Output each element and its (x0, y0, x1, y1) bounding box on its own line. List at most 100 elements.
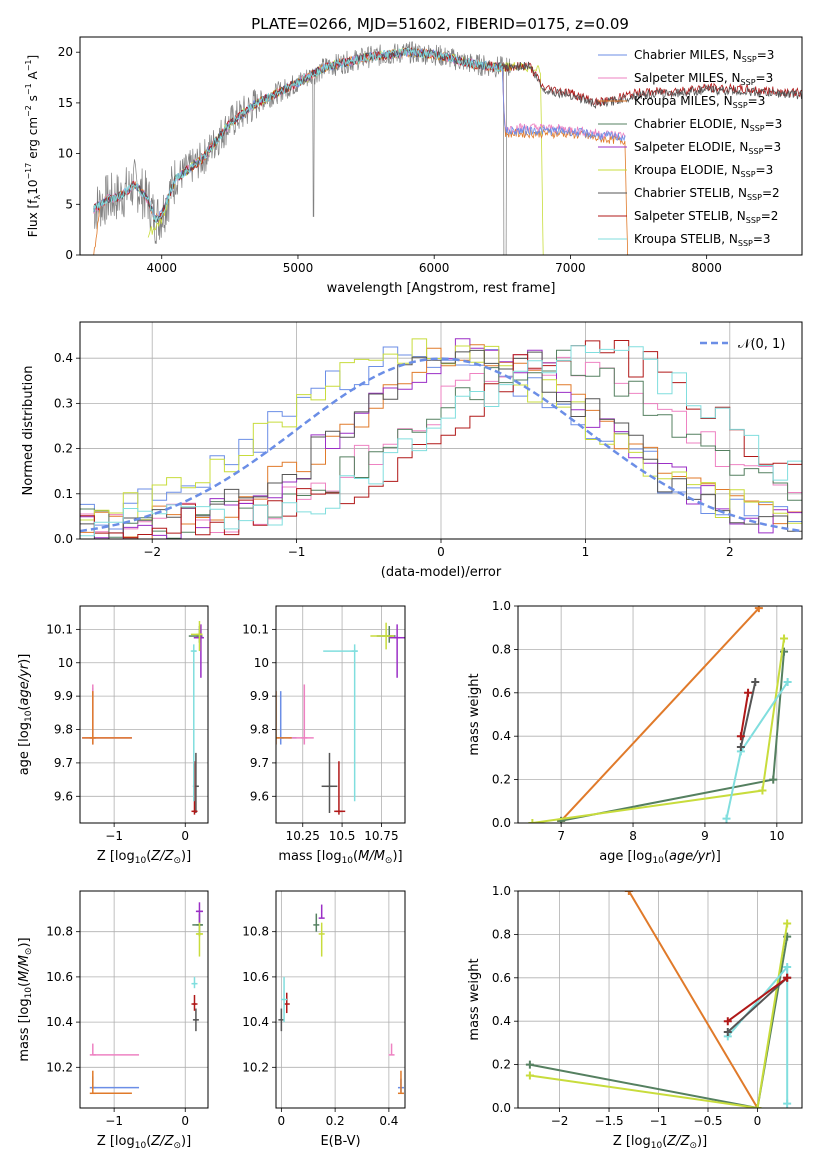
axes-frame (275, 605, 406, 824)
panel-weight-vs-z: −2 −1.5 −1 −0.5 0 0.0 0.2 0.4 0.6 0.8 1.0 Z [log10(… (467, 884, 803, 1151)
weight-marker (736, 732, 745, 741)
axes-frame (517, 605, 803, 824)
y-tick-label: 0.1 (54, 487, 73, 501)
y-tick-label: 1.0 (492, 884, 511, 898)
data-point-7 (191, 994, 198, 1011)
weight-marker (783, 1099, 792, 1108)
weight-line-5 (739, 692, 750, 737)
y-tick-label: 0.0 (492, 1101, 511, 1115)
x-tick-label: −1 (650, 1114, 668, 1128)
x-axis-label: Z [log10(Z/Z⊙)] (97, 849, 191, 866)
y-tick-label: 9.6 (250, 789, 269, 803)
data-point-2 (276, 691, 292, 745)
weight-marker (769, 775, 778, 784)
data-point-8 (191, 976, 198, 989)
weight-marker (744, 688, 753, 697)
y-tick-label: 10.4 (46, 1015, 73, 1029)
plot-area (80, 338, 802, 539)
data-point-5 (195, 922, 204, 957)
y-tick-label: 0.4 (54, 351, 73, 365)
x-tick-label: −1 (105, 1114, 123, 1128)
x-tick-label: 0 (181, 829, 189, 843)
x-tick-label: 4000 (146, 261, 177, 275)
data-point-6 (321, 752, 338, 813)
x-tick-label: 0.4 (379, 1114, 398, 1128)
plot-area (525, 891, 792, 1108)
plot-area (278, 904, 404, 1095)
y-tick-label: 10.8 (46, 925, 73, 939)
axes-frame (517, 890, 803, 1109)
y-tick-label: 9.8 (250, 723, 269, 737)
histogram-7 (80, 340, 802, 539)
x-tick-label: 10.5 (329, 829, 356, 843)
y-tick-label: 10.6 (46, 970, 73, 984)
x-axis-label: E(B-V) (320, 1134, 360, 1149)
axes-frame (79, 605, 209, 824)
x-tick-label: 6000 (419, 261, 450, 275)
x-tick-label: −1 (105, 829, 123, 843)
y-tick-label: 0.4 (492, 1014, 511, 1028)
data-point-1 (82, 684, 132, 745)
plot-area (276, 622, 405, 815)
weight-marker (736, 743, 745, 752)
y-tick-label: 10 (254, 656, 269, 670)
weight-line-0 (560, 607, 760, 822)
weight-line-0 (627, 891, 759, 1108)
weight-marker (783, 962, 792, 971)
plot-area (89, 902, 204, 1095)
y-tick-label: 0.8 (492, 642, 511, 656)
y-axis-label: Normed distribution (21, 366, 36, 496)
legend-entry: Salpeter MILES, NSSP=3 (634, 71, 773, 87)
data-point-4 (195, 902, 204, 923)
legend-entry: Salpeter ELODIE, NSSP=3 (634, 140, 781, 156)
panel-weight-vs-age: 7 8 9 10 0.0 0.2 0.4 0.6 0.8 1.0 age [log10(age/yr… (467, 599, 803, 866)
x-tick-label: 8000 (691, 261, 722, 275)
y-axis-label: Flux [fλ10−17 erg cm−2 s−1 A−1] (24, 55, 42, 237)
weight-line-3 (725, 681, 789, 819)
legend-entry: Kroupa MILES, NSSP=3 (634, 94, 765, 110)
legend-entry: Kroupa ELODIE, NSSP=3 (634, 163, 773, 179)
weight-marker (723, 1017, 732, 1026)
histogram-5 (80, 338, 802, 539)
x-axis-label: Z [log10(Z/Z⊙)] (613, 1134, 707, 1151)
plot-area (93, 41, 802, 255)
x-tick-label: −2 (551, 1114, 569, 1128)
x-tick-label: 8 (629, 829, 637, 843)
x-axis-label: wavelength [Angstrom, rest frame] (327, 281, 556, 296)
data-point-3 (313, 913, 320, 932)
x-tick-label: 1 (582, 545, 590, 559)
x-tick-label: 5000 (283, 261, 314, 275)
y-tick-label: 9.9 (250, 689, 269, 703)
x-tick-label: −2 (143, 545, 161, 559)
y-tick-label: 0.2 (492, 773, 511, 787)
data-point-7 (334, 761, 346, 815)
panel-mass-vs-z: −1 0 10.2 10.4 10.6 10.8 Z [log10(Z/Z⊙)] mass [… (17, 890, 209, 1151)
data-point-5 (370, 622, 394, 650)
axes-frame (275, 890, 406, 1109)
data-point-5 (318, 922, 325, 957)
y-tick-label: 10.1 (242, 622, 269, 636)
weight-marker (723, 1028, 732, 1037)
data-point-8 (323, 644, 358, 802)
y-tick-label: 5 (65, 197, 73, 211)
panel-spectrum: 4000 5000 6000 7000 8000 0 5 10 15 20 wavelength [… (24, 36, 803, 296)
y-tick-label: 9.7 (54, 756, 73, 770)
normal-curve (80, 357, 802, 533)
legend-entry: Kroupa STELIB, NSSP=3 (634, 232, 771, 248)
spectrum-model-6 (93, 47, 503, 223)
legend-entry: Chabrier MILES, NSSP=3 (634, 48, 774, 64)
y-tick-label: 0.6 (492, 971, 511, 985)
x-tick-label: 10 (769, 829, 784, 843)
data-point-8 (190, 644, 197, 802)
panel-residuals: −2 −1 0 1 2 0.0 0.1 0.2 0.3 0.4 (data-model)/error… (21, 321, 803, 580)
y-tick-label: 0.6 (492, 686, 511, 700)
y-tick-label: 0.2 (492, 1058, 511, 1072)
y-tick-label: 0 (65, 248, 73, 262)
weight-marker (722, 814, 731, 823)
y-tick-label: 1.0 (492, 599, 511, 613)
y-tick-label: 10.2 (242, 1060, 269, 1074)
x-axis-label: mass [log10(M/M⊙)] (278, 849, 402, 866)
y-tick-label: 9.6 (54, 789, 73, 803)
y-tick-label: 0.0 (492, 816, 511, 830)
